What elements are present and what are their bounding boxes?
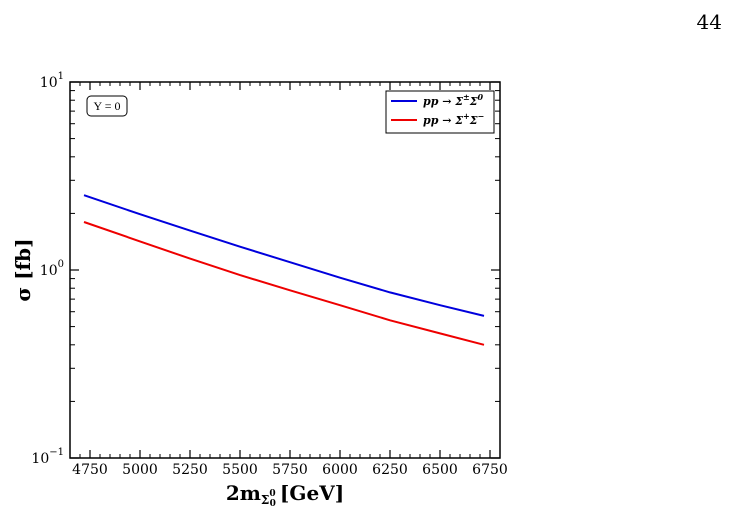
x-axis-title: 2mΣ0 0 [GeV] (226, 481, 344, 509)
x-tick-label: 6500 (422, 462, 458, 478)
series-line-1 (83, 194, 485, 317)
axis-ticks: 4750 5000 5250 5500 5750 6000 6250 6500 6750 10−1… (31, 71, 507, 478)
annotation-box: Y = 0 (86, 95, 128, 117)
series-line-2 (83, 221, 485, 346)
x-tick-label: 4750 (72, 462, 108, 478)
series-lines (83, 194, 485, 346)
page-number: 44 (696, 10, 722, 34)
x-tick-label: 6000 (322, 462, 358, 478)
x-tick-label: 6750 (472, 462, 508, 478)
legend-label-series-1: pp → Σ±Σ0 (423, 92, 484, 108)
annotation-border (86, 95, 128, 117)
y-tick-label: 101 (40, 71, 64, 91)
annotation-label: Y = 0 (94, 99, 121, 113)
y-axis-title: σ [fb] (11, 238, 35, 301)
x-tick-label: 5750 (272, 462, 308, 478)
legend-border (385, 90, 495, 134)
y-tick-label: 100 (40, 259, 64, 279)
x-tick-label: 6250 (372, 462, 408, 478)
legend-label-series-2: pp → Σ+Σ− (423, 111, 484, 127)
plot-frame (69, 81, 501, 459)
x-tick-label: 5500 (222, 462, 258, 478)
x-tick-label: 5250 (172, 462, 208, 478)
legend: pp → Σ±Σ0 pp → Σ+Σ− (385, 90, 495, 134)
y-tick-label: 10−1 (31, 447, 64, 467)
x-tick-label: 5000 (122, 462, 158, 478)
